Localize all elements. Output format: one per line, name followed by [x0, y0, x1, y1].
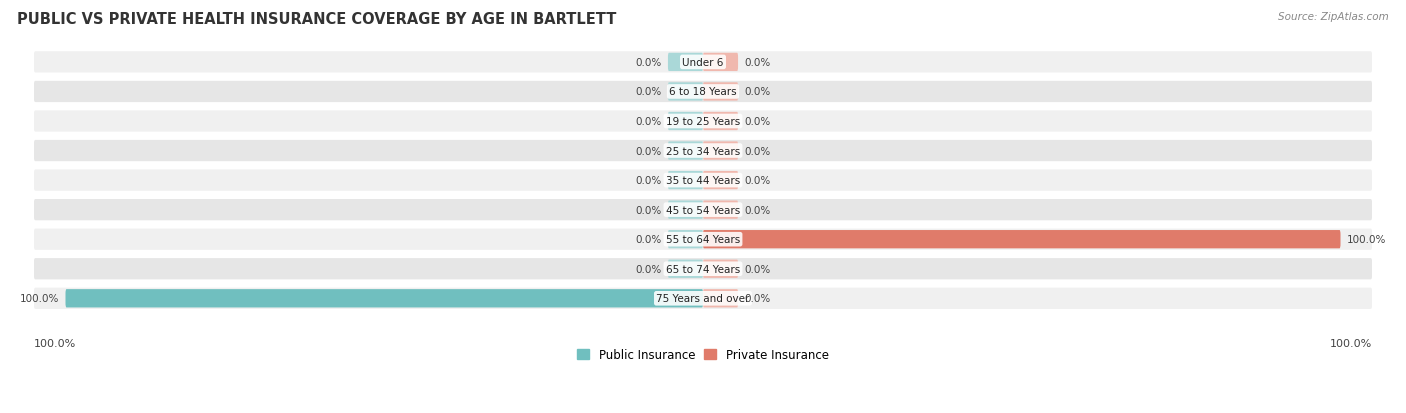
FancyBboxPatch shape — [668, 54, 703, 72]
FancyBboxPatch shape — [34, 111, 1372, 132]
Text: 25 to 34 Years: 25 to 34 Years — [666, 146, 740, 156]
Text: 6 to 18 Years: 6 to 18 Years — [669, 87, 737, 97]
FancyBboxPatch shape — [34, 170, 1372, 191]
FancyBboxPatch shape — [703, 230, 1340, 249]
FancyBboxPatch shape — [703, 54, 738, 72]
Text: 0.0%: 0.0% — [744, 117, 770, 127]
Text: Under 6: Under 6 — [682, 58, 724, 68]
FancyBboxPatch shape — [703, 201, 738, 219]
Text: 100.0%: 100.0% — [1330, 338, 1372, 348]
FancyBboxPatch shape — [34, 140, 1372, 162]
Text: 0.0%: 0.0% — [636, 205, 662, 215]
Text: 0.0%: 0.0% — [744, 176, 770, 186]
FancyBboxPatch shape — [668, 142, 703, 160]
Text: PUBLIC VS PRIVATE HEALTH INSURANCE COVERAGE BY AGE IN BARTLETT: PUBLIC VS PRIVATE HEALTH INSURANCE COVER… — [17, 12, 616, 27]
FancyBboxPatch shape — [34, 259, 1372, 280]
Text: Source: ZipAtlas.com: Source: ZipAtlas.com — [1278, 12, 1389, 22]
FancyBboxPatch shape — [34, 229, 1372, 250]
Text: 0.0%: 0.0% — [744, 294, 770, 304]
Text: 0.0%: 0.0% — [744, 205, 770, 215]
FancyBboxPatch shape — [703, 113, 738, 131]
Text: 0.0%: 0.0% — [636, 117, 662, 127]
Text: 100.0%: 100.0% — [34, 338, 76, 348]
FancyBboxPatch shape — [703, 171, 738, 190]
FancyBboxPatch shape — [703, 290, 738, 308]
Text: 75 Years and over: 75 Years and over — [657, 294, 749, 304]
FancyBboxPatch shape — [668, 83, 703, 101]
FancyBboxPatch shape — [668, 171, 703, 190]
Text: 0.0%: 0.0% — [744, 264, 770, 274]
FancyBboxPatch shape — [703, 260, 738, 278]
Text: 55 to 64 Years: 55 to 64 Years — [666, 235, 740, 244]
Text: 45 to 54 Years: 45 to 54 Years — [666, 205, 740, 215]
FancyBboxPatch shape — [668, 113, 703, 131]
Legend: Public Insurance, Private Insurance: Public Insurance, Private Insurance — [572, 343, 834, 366]
Text: 100.0%: 100.0% — [1347, 235, 1386, 244]
FancyBboxPatch shape — [703, 142, 738, 160]
Text: 35 to 44 Years: 35 to 44 Years — [666, 176, 740, 186]
Text: 0.0%: 0.0% — [636, 176, 662, 186]
FancyBboxPatch shape — [703, 83, 738, 101]
FancyBboxPatch shape — [34, 288, 1372, 309]
Text: 0.0%: 0.0% — [744, 87, 770, 97]
Text: 0.0%: 0.0% — [636, 235, 662, 244]
FancyBboxPatch shape — [34, 52, 1372, 74]
Text: 0.0%: 0.0% — [744, 146, 770, 156]
FancyBboxPatch shape — [668, 201, 703, 219]
FancyBboxPatch shape — [668, 260, 703, 278]
Text: 0.0%: 0.0% — [636, 264, 662, 274]
Text: 65 to 74 Years: 65 to 74 Years — [666, 264, 740, 274]
Text: 100.0%: 100.0% — [20, 294, 59, 304]
FancyBboxPatch shape — [34, 82, 1372, 103]
FancyBboxPatch shape — [34, 199, 1372, 221]
FancyBboxPatch shape — [668, 230, 703, 249]
Text: 19 to 25 Years: 19 to 25 Years — [666, 117, 740, 127]
Text: 0.0%: 0.0% — [636, 146, 662, 156]
Text: 0.0%: 0.0% — [636, 58, 662, 68]
Text: 0.0%: 0.0% — [744, 58, 770, 68]
FancyBboxPatch shape — [66, 290, 703, 308]
Text: 0.0%: 0.0% — [636, 87, 662, 97]
